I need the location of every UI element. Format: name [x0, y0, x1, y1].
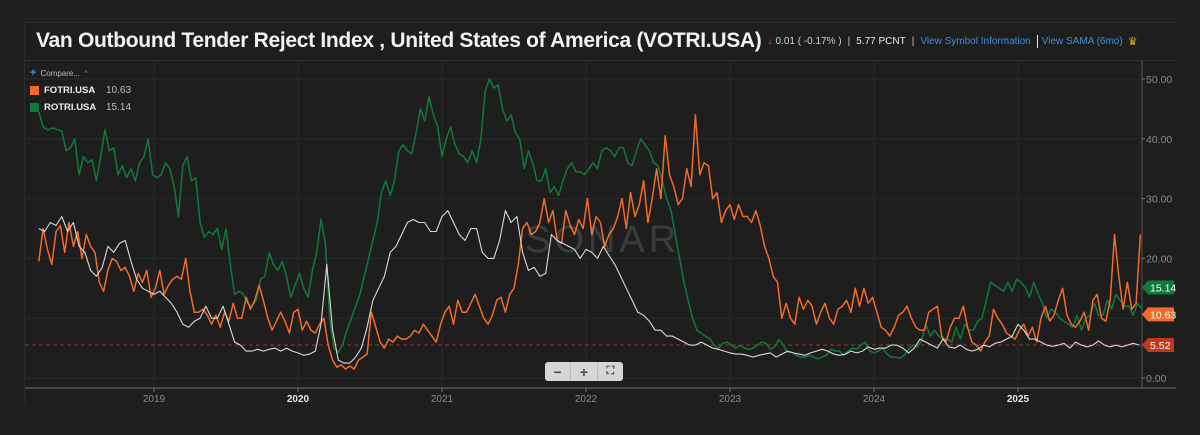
view-sama-link[interactable]: View SAMA (6mo)	[1041, 35, 1123, 47]
last-value-badge-fotri-usa: 10.63	[1142, 307, 1176, 322]
change-value: 0.01 ( -0.17% )	[775, 35, 842, 47]
x-tick-label: 2019	[143, 394, 166, 405]
legend-series-name: ROTRI.USA	[44, 102, 97, 113]
y-tick-label: 50.00	[1146, 74, 1172, 86]
x-tick-label: 2023	[719, 394, 742, 405]
sonar-watermark: SONAR	[525, 219, 681, 261]
legend-swatch	[30, 86, 39, 95]
badge-shape	[1142, 307, 1174, 322]
legend-series-value: 10.63	[106, 85, 132, 96]
series-line-votri-usa	[38, 210, 1140, 364]
badge-shape	[1142, 337, 1174, 352]
separator: |	[911, 35, 915, 47]
trophy-icon[interactable]: ♛	[1127, 35, 1138, 48]
x-tick-label: 2024	[863, 394, 886, 405]
chart-panel	[24, 22, 1177, 403]
y-tick-label: 20.00	[1146, 253, 1172, 265]
chart-header: Van Outbound Tender Reject Index , Unite…	[24, 22, 1176, 61]
separator: |	[847, 35, 851, 47]
change-readout: ↓ 0.01 ( -0.17% )	[767, 36, 841, 47]
current-value: 5.77 PCNT	[856, 35, 906, 47]
last-value-badges: 15.14 10.63 5.52	[1142, 280, 1176, 352]
y-tick-label: 40.00	[1146, 134, 1172, 146]
last-value-badge-rotri-usa: 15.14	[1142, 280, 1176, 295]
legend-item-rotri[interactable]: ROTRI.USA 15.14	[30, 102, 131, 113]
last-value-badge-votri-usa: 5.52	[1142, 337, 1174, 352]
y-tick-label: 0.00	[1146, 373, 1167, 385]
fullscreen-button[interactable]: ⛶	[606, 365, 615, 377]
view-symbol-information-link[interactable]: View Symbol Information	[920, 35, 1031, 47]
series-line-rotri-usa	[38, 78, 1143, 360]
header-meta: ↓ 0.01 ( -0.17% ) | 5.77 PCNT | View Symb…	[767, 34, 1138, 48]
legend-item-fotri[interactable]: FOTRI.USA 10.63	[30, 85, 131, 96]
badge-shape	[1142, 280, 1174, 295]
badge-label: 15.14	[1150, 282, 1176, 294]
zoom-controls: − + ⛶	[545, 362, 623, 381]
legend-series-name: FOTRI.USA	[44, 85, 96, 96]
chevron-up-icon: ^	[84, 68, 88, 78]
compare-button[interactable]: + Compare... ^	[30, 67, 131, 79]
plus-icon: +	[30, 67, 37, 79]
series-lines	[38, 78, 1143, 370]
compare-label: Compare...	[40, 68, 81, 78]
y-tick-label: 30.00	[1146, 194, 1172, 206]
x-tick-label: 2020	[287, 394, 310, 405]
legend-swatch	[30, 103, 39, 112]
divider	[1036, 34, 1038, 48]
zoom-out-button[interactable]: −	[545, 362, 572, 381]
down-arrow-icon: ↓	[767, 35, 773, 47]
axes: 0.00 20.00 30.00 40.00 50.00 2019 2020 2021 2022…	[25, 61, 1176, 405]
legend: + Compare... ^ FOTRI.USA 10.63 ROTRI.USA…	[30, 67, 131, 113]
x-tick-label: 2025	[1007, 394, 1030, 405]
chart-title: Van Outbound Tender Reject Index , Unite…	[36, 29, 762, 52]
zoom-in-button[interactable]: +	[571, 362, 598, 381]
legend-series-value: 15.14	[106, 102, 132, 113]
badge-label: 5.52	[1150, 340, 1171, 352]
series-line-fotri-usa	[38, 114, 1142, 370]
x-tick-label: 2021	[431, 394, 454, 405]
x-tick-label: 2022	[575, 394, 598, 405]
badge-label: 10.63	[1150, 309, 1176, 321]
